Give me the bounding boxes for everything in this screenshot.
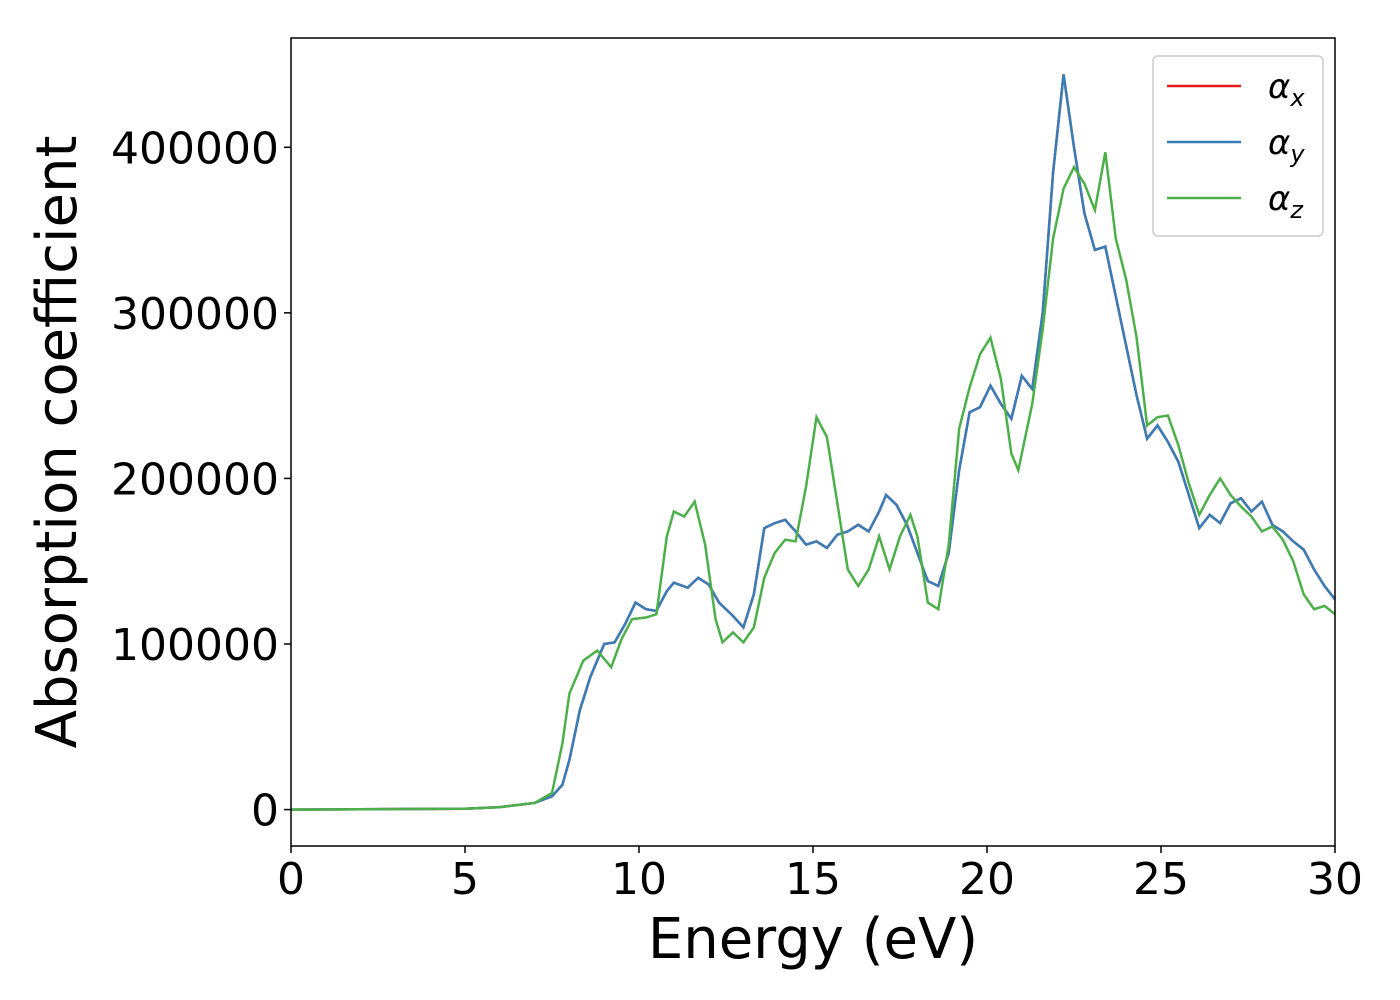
x-tick-label: 5 <box>451 854 479 905</box>
x-tick-label: 15 <box>785 854 841 905</box>
y-tick-label: 300000 <box>111 289 279 340</box>
series-line <box>291 152 1335 811</box>
y-tick-label: 200000 <box>111 454 279 505</box>
y-axis-label: Absorption coefficient <box>25 136 90 749</box>
x-axis-label: Energy (eV) <box>648 907 978 972</box>
x-tick-label: 30 <box>1307 854 1363 905</box>
y-tick-label: 400000 <box>111 123 279 174</box>
x-tick-label: 0 <box>277 854 305 905</box>
y-tick-label: 100000 <box>111 620 279 671</box>
x-tick-label: 25 <box>1133 854 1189 905</box>
legend-label: αz <box>1268 179 1304 224</box>
y-tick-label: 0 <box>251 786 279 837</box>
legend-label: αy <box>1268 123 1305 168</box>
plot-frame <box>290 37 1336 847</box>
x-tick-label: 10 <box>611 854 667 905</box>
x-tick-label: 20 <box>959 854 1015 905</box>
legend-box <box>1152 55 1324 237</box>
legend-label: αx <box>1268 67 1305 112</box>
